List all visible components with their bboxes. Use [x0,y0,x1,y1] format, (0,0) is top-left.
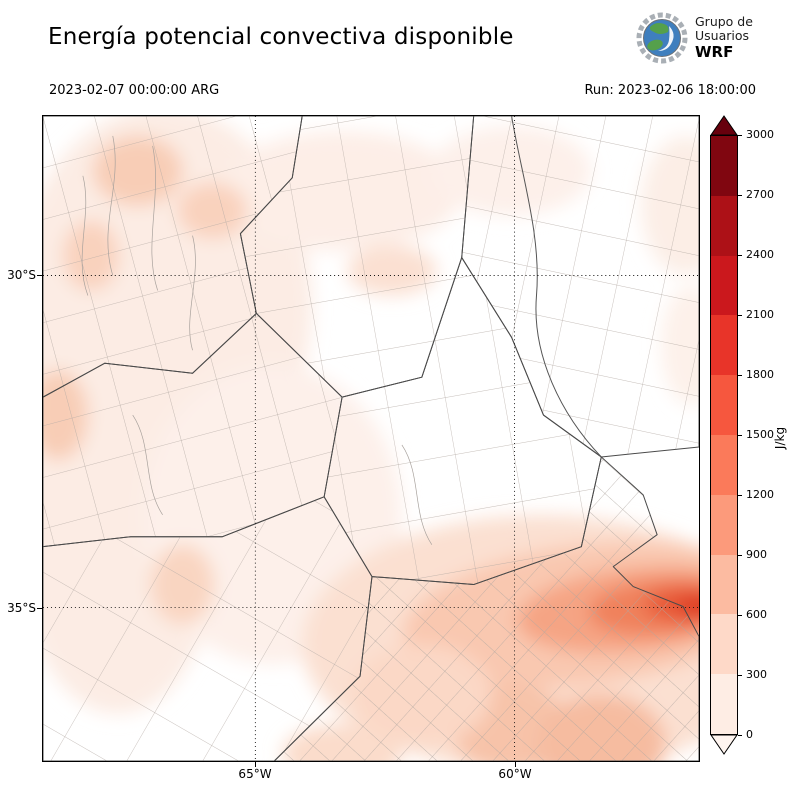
province-boundaries [43,116,699,761]
run-time-label: Run: 2023-02-06 18:00:00 [584,83,756,98]
map-canvas [42,115,700,762]
colorbar-tick [738,195,742,196]
colorbar-tick-label: 0 [746,728,753,741]
colorbar-tick-label: 1200 [746,488,774,501]
x-tick-mark [255,762,256,767]
x-tick-mark [515,762,516,767]
colorbar-tick [738,615,742,616]
colorbar-tick-label: 2400 [746,248,774,261]
colorbar-tick [738,255,742,256]
y-tick-mark [37,608,42,609]
colorbar-tick [738,435,742,436]
colorbar-segment [711,375,737,435]
colorbar-tick [738,675,742,676]
colorbar [710,135,738,735]
logo-text: Grupo de Usuarios WRF [695,13,753,62]
colorbar-segment [711,674,737,734]
colorbar-tick-label: 600 [746,608,767,621]
logo-line-2: Usuarios [695,27,750,43]
y-tick-label-35s: 35°S [7,601,36,615]
colorbar-segment [711,195,737,256]
map-graphic [43,116,699,761]
colorbar-segment [711,315,737,376]
colorbar-segment [711,255,737,316]
logo-line-1: Grupo de [695,13,753,29]
colorbar-segment [711,136,737,196]
graticule-gridlines [43,116,699,761]
colorbar-tick-label: 300 [746,668,767,681]
colorbar-tick [738,135,742,136]
colorbar-tick-label: 3000 [746,128,774,141]
x-tick-label-60w: 60°W [498,767,532,781]
colorbar-over-arrow [710,115,738,135]
valid-time-label: 2023-02-07 00:00:00 ARG [49,83,220,98]
colorbar-segment [711,494,737,555]
colorbar-tick [738,375,742,376]
colorbar-tick-label: 2700 [746,188,774,201]
colorbar-tick [738,555,742,556]
y-tick-mark [37,275,42,276]
colorbar-segment [711,434,737,495]
colorbar-tick-label: 900 [746,548,767,561]
colorbar-tick-label: 1800 [746,368,774,381]
colorbar-under-arrow [710,735,738,755]
globe-icon [636,12,688,64]
logo-line-3: WRF [695,43,734,62]
colorbar-tick [738,315,742,316]
colorbar-segment [711,554,737,615]
wrf-users-group-logo: Grupo de Usuarios WRF [636,12,753,64]
x-tick-label-65w: 65°W [238,767,272,781]
colorbar-tick-label: 2100 [746,308,774,321]
colorbar-segment [711,614,737,675]
colorbar-tick-label: 1500 [746,428,774,441]
river-and-department-lines [81,116,602,545]
colorbar-unit-label: J/kg [773,426,787,450]
colorbar-tick [738,735,742,736]
colorbar-tick [738,495,742,496]
y-tick-label-30s: 30°S [7,268,36,282]
page-title: Energía potencial convectiva disponible [48,24,514,50]
